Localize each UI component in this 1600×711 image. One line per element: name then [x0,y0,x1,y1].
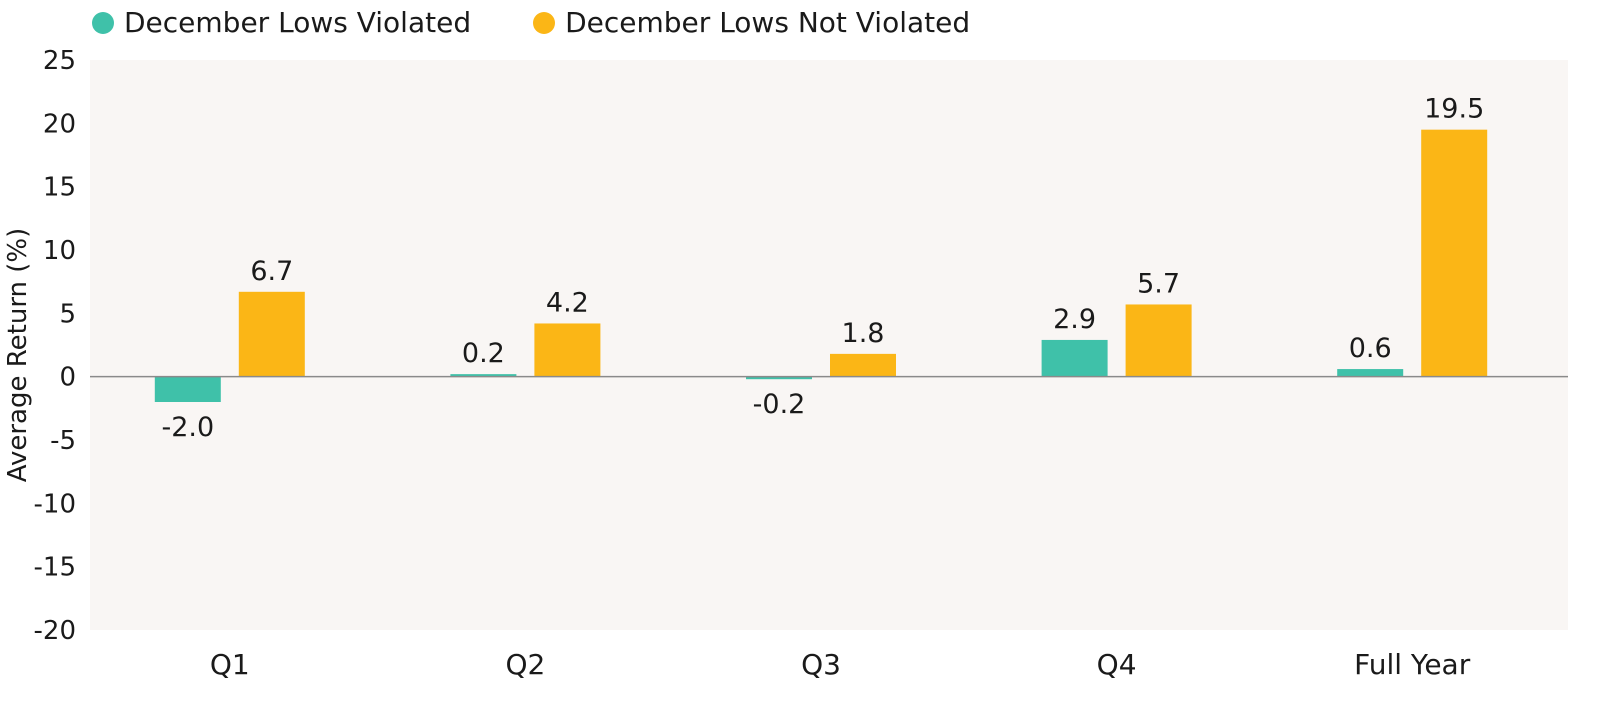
y-tick-label: -15 [34,553,76,583]
bar-violated [746,376,812,380]
y-axis-ticks: 25 20 15 10 5 0 -5 -10 -15 -20 [34,46,76,646]
y-tick-label: 15 [43,173,76,203]
plot-background [90,60,1568,630]
bar-not-violated [238,291,305,377]
x-tick-label: Q1 [210,648,250,681]
x-tick-label: Q3 [801,648,841,681]
legend-label-not-violated: December Lows Not Violated [565,6,971,39]
y-tick-label: 25 [43,46,76,76]
bar-label-not-violated: 6.7 [250,256,293,287]
bar-label-not-violated: 5.7 [1137,268,1180,299]
bar-label-not-violated: 4.2 [546,287,589,318]
bar-not-violated [1125,304,1192,377]
y-tick-label: -5 [50,426,76,456]
bar-not-violated [1421,129,1488,377]
bar-not-violated [830,353,896,377]
y-tick-label: -20 [34,616,76,646]
x-tick-label: Full Year [1354,648,1471,681]
legend-item-violated: December Lows Violated [92,6,471,39]
bar-label-not-violated: 1.8 [842,318,885,349]
bar-label-violated: -2.0 [161,412,214,443]
x-axis-ticks: Q1 Q2 Q3 Q4 Full Year [210,648,1471,681]
legend-swatch-not-violated [533,11,556,34]
y-axis-title: Average Return (%) [3,228,33,483]
bar-labels: -2.0 6.7 0.2 4.2 -0.2 1.8 2.9 5.7 0.6 19.5 [161,94,1484,443]
bar-label-violated: 0.2 [462,338,505,369]
bar-violated [1337,369,1404,377]
bar-label-violated: -0.2 [753,389,806,420]
bar-violated [450,374,517,377]
x-tick-label: Q2 [505,648,545,681]
bar-violated [154,376,221,402]
bar-label-violated: 2.9 [1053,304,1096,335]
x-tick-label: Q4 [1097,648,1137,681]
legend-label-violated: December Lows Violated [124,6,472,39]
y-tick-label: 0 [59,363,76,393]
y-tick-label: -10 [34,489,76,519]
bar-label-not-violated: 19.5 [1424,94,1484,125]
bar-label-violated: 0.6 [1349,333,1392,364]
legend-item-not-violated: December Lows Not Violated [533,6,970,39]
bar-not-violated [534,323,601,377]
y-tick-label: 20 [43,109,76,139]
y-tick-label: 10 [43,236,76,266]
legend: December Lows Violated December Lows Not… [92,6,1032,39]
bars [154,129,1488,402]
bar-violated [1041,339,1108,377]
legend-swatch-violated [92,11,114,34]
y-tick-label: 5 [59,299,76,329]
